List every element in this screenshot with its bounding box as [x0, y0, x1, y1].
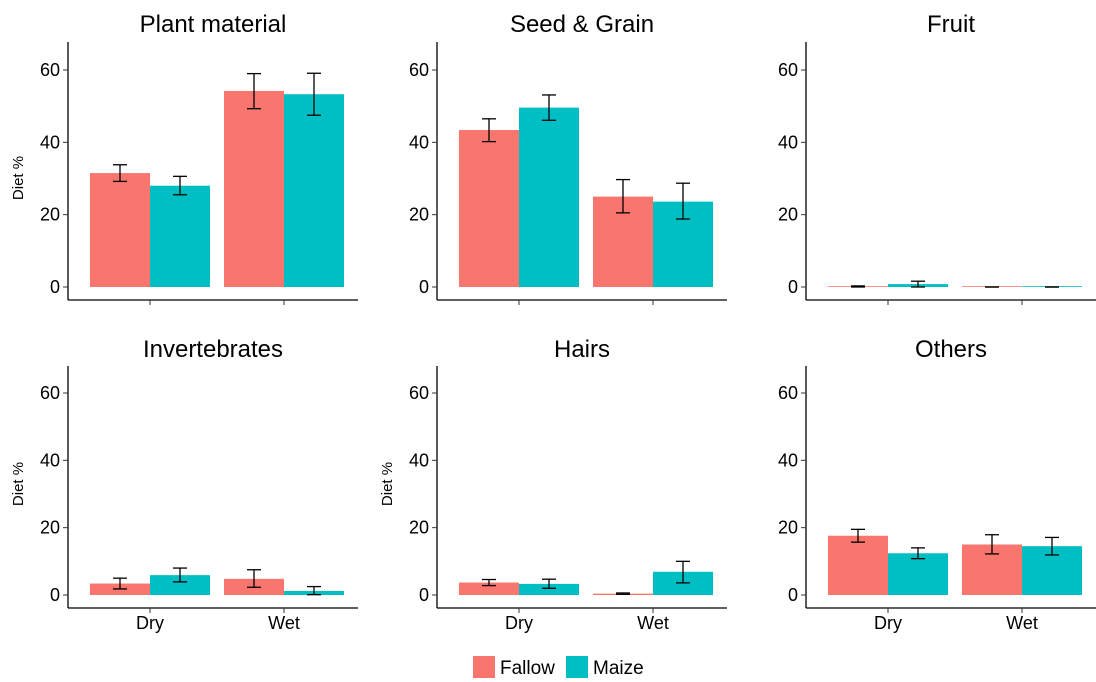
y-tick-label: 0: [50, 585, 60, 605]
error-bar-others-wet-maize: [1045, 536, 1059, 556]
y-tick-label: 40: [409, 132, 429, 152]
bar-plant-material-dry-fallow: [90, 173, 150, 287]
bar-hairs-dry-maize: [519, 583, 579, 595]
error-bar-hairs-wet-fallow: [616, 592, 630, 595]
error-bar-plant-material-dry-maize: [173, 175, 187, 196]
error-bar-seed-grain-wet-maize: [676, 182, 690, 220]
bar-plant-material-wet-maize: [284, 94, 344, 288]
x-tick-label-dry: Dry: [505, 613, 533, 633]
legend-swatch-fallow: [473, 656, 495, 678]
y-tick-label: 40: [778, 450, 798, 470]
y-tick-label: 20: [40, 205, 60, 225]
y-tick-label: 60: [778, 60, 798, 80]
error-bar-plant-material-wet-fallow: [247, 72, 261, 110]
bar-hairs-dry-fallow: [459, 582, 519, 595]
bar-plant-material-wet-fallow: [224, 90, 284, 287]
error-bar-hairs-dry-maize: [542, 578, 556, 589]
bar-others-dry-fallow: [828, 535, 888, 595]
legend-swatch-maize: [566, 656, 588, 678]
panel-title: Invertebrates: [143, 336, 283, 363]
panel-invertebrates: Invertebrates 0 20 40 60 Diet % Dry Wet: [10, 336, 358, 633]
legend: Fallow Maize: [473, 656, 644, 679]
error-bar-fruit-dry-fallow: [851, 285, 865, 288]
error-bar-hairs-dry-fallow: [482, 578, 496, 587]
x-tick-label-wet: Wet: [1006, 613, 1038, 633]
y-tick-label: 20: [40, 518, 60, 538]
y-tick-label: 20: [778, 205, 798, 225]
y-tick-label: 0: [419, 585, 429, 605]
error-bar-plant-material-wet-maize: [307, 72, 321, 116]
y-tick-label: 60: [778, 383, 798, 403]
panel-plant-material: Plant material 0 20 40 60 Diet %: [10, 11, 358, 305]
y-tick-label: 0: [419, 277, 429, 297]
bar-plant-material-dry-maize: [150, 185, 210, 287]
error-bar-hairs-wet-maize: [676, 560, 690, 584]
panel-hairs: Hairs 0 20 40 60 Diet % Dry Wet: [379, 336, 727, 633]
y-axis-title: Diet %: [10, 462, 27, 506]
y-tick-label: 0: [788, 277, 798, 297]
error-bar-seed-grain-wet-fallow: [616, 178, 630, 214]
panel-title: Seed & Grain: [510, 11, 654, 38]
panel-fruit: Fruit 0 20 40 60: [778, 11, 1096, 305]
y-tick-label: 60: [409, 60, 429, 80]
error-bar-others-wet-fallow: [985, 534, 999, 555]
legend-label-maize: Maize: [593, 658, 644, 679]
panel-title: Hairs: [554, 336, 610, 363]
x-tick-label-wet: Wet: [268, 613, 300, 633]
panel-seed-grain: Seed & Grain 0 20 40 60: [409, 11, 727, 305]
bar-invertebrates-dry-maize: [150, 575, 210, 595]
y-tick-label: 60: [40, 60, 60, 80]
bar-seed-grain-dry-maize: [519, 107, 579, 287]
y-tick-label: 0: [50, 277, 60, 297]
y-tick-label: 60: [40, 383, 60, 403]
y-tick-label: 40: [40, 450, 60, 470]
error-bar-plant-material-dry-fallow: [113, 164, 127, 183]
panel-others: Others 0 20 40 60 Dry Wet: [778, 336, 1096, 633]
y-tick-label: 20: [409, 518, 429, 538]
error-bar-invertebrates-wet-fallow: [247, 569, 261, 588]
error-bar-seed-grain-dry-fallow: [482, 118, 496, 143]
error-bar-fruit-dry-maize: [911, 280, 925, 288]
y-axis-title: Diet %: [10, 156, 27, 200]
error-bar-invertebrates-dry-fallow: [113, 577, 127, 590]
y-tick-label: 40: [778, 132, 798, 152]
x-tick-label-dry: Dry: [136, 613, 164, 633]
error-bar-invertebrates-dry-maize: [173, 567, 187, 583]
error-bar-invertebrates-wet-maize: [307, 585, 321, 596]
y-tick-label: 20: [409, 205, 429, 225]
error-bar-others-dry-maize: [911, 547, 925, 560]
error-bar-others-dry-fallow: [851, 528, 865, 543]
y-tick-label: 40: [409, 450, 429, 470]
y-tick-label: 0: [788, 585, 798, 605]
y-tick-label: 40: [40, 132, 60, 152]
bar-others-dry-maize: [888, 553, 948, 595]
y-tick-label: 20: [778, 518, 798, 538]
y-tick-label: 60: [409, 383, 429, 403]
panel-title: Plant material: [140, 11, 287, 38]
y-axis-title: Diet %: [379, 462, 396, 506]
x-tick-label-dry: Dry: [874, 613, 902, 633]
panel-title: Fruit: [927, 11, 975, 38]
x-tick-label-wet: Wet: [637, 613, 669, 633]
error-bar-seed-grain-dry-maize: [542, 94, 556, 121]
bar-seed-grain-dry-fallow: [459, 130, 519, 287]
panel-title: Others: [915, 336, 987, 363]
legend-label-fallow: Fallow: [500, 658, 555, 679]
